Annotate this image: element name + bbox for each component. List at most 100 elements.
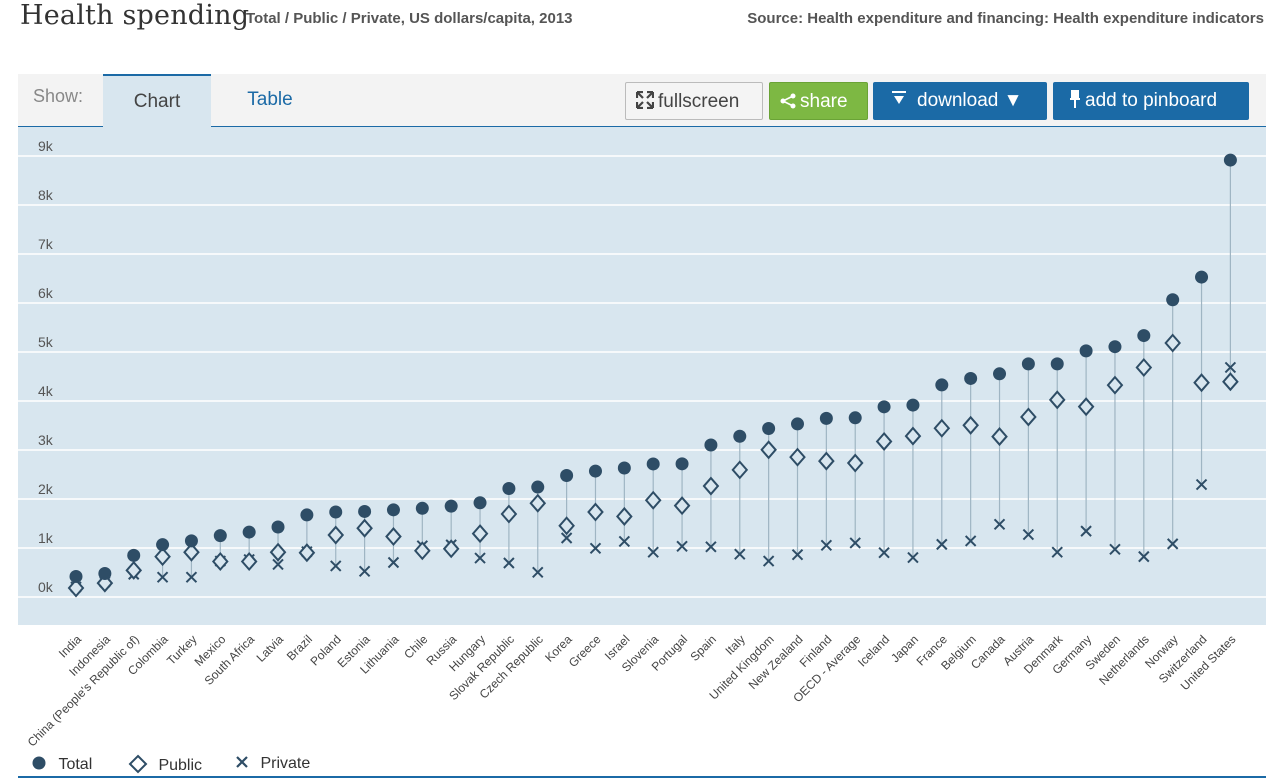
- private-point: [878, 546, 890, 559]
- private-point: [532, 566, 544, 579]
- total-point: [733, 429, 747, 443]
- fullscreen-label: fullscreen: [658, 91, 740, 112]
- public-point: [327, 525, 345, 545]
- public-point: [269, 542, 287, 562]
- public-point: [760, 440, 777, 460]
- private-point: [618, 535, 631, 548]
- private-point: [762, 555, 775, 567]
- private-point: [387, 556, 400, 569]
- public-point: [1164, 333, 1182, 353]
- public-point: [991, 427, 1008, 447]
- total-point: [791, 417, 804, 431]
- header: Health spending Total / Public / Private…: [0, 0, 1280, 40]
- public-point: [616, 506, 633, 526]
- legend-item-private[interactable]: Private: [234, 754, 310, 773]
- total-point: [819, 411, 833, 425]
- private-point: [647, 546, 659, 558]
- add-to-pinboard-button[interactable]: add to pinboard: [1053, 82, 1249, 120]
- pinboard-label: add to pinboard: [1085, 90, 1218, 111]
- total-point: [993, 367, 1007, 381]
- total-point: [617, 461, 631, 475]
- public-point: [183, 542, 200, 562]
- public-point: [471, 524, 489, 544]
- share-icon: [780, 83, 796, 121]
- private-point: [993, 518, 1006, 530]
- total-point: [1166, 293, 1180, 307]
- private-point: [1051, 546, 1063, 558]
- total-point: [560, 469, 574, 483]
- public-point: [1135, 357, 1153, 377]
- public-point: [702, 476, 720, 496]
- total-point: [704, 438, 718, 452]
- total-point: [1079, 344, 1093, 358]
- total-point: [935, 378, 949, 392]
- share-label: share: [800, 91, 848, 112]
- toolbar: Show: Chart Table fullscreen share downl…: [18, 74, 1266, 128]
- public-point: [933, 418, 951, 438]
- private-point: [1138, 550, 1150, 563]
- public-point: [558, 516, 575, 536]
- public-point: [385, 527, 402, 547]
- total-point: [329, 505, 343, 519]
- private-point: [1080, 525, 1092, 537]
- bottom-divider: [18, 776, 1266, 778]
- total-point: [762, 421, 776, 435]
- private-point: [964, 535, 977, 547]
- private-point: [474, 552, 486, 564]
- total-point: [473, 496, 487, 510]
- public-point: [125, 560, 143, 580]
- tab-chart[interactable]: Chart: [103, 74, 211, 128]
- total-point: [1050, 357, 1064, 371]
- public-point: [731, 460, 749, 480]
- legend-item-public[interactable]: Public: [128, 754, 202, 775]
- legend-item-total[interactable]: Total: [30, 754, 92, 774]
- share-button[interactable]: share: [769, 82, 868, 120]
- legend-total-marker-icon: [30, 756, 52, 773]
- total-point: [98, 567, 112, 581]
- public-point: [500, 504, 518, 524]
- total-point: [1223, 153, 1237, 167]
- public-point: [673, 496, 691, 516]
- total-point: [502, 482, 516, 496]
- plot-area: [18, 127, 1266, 625]
- private-point: [936, 538, 948, 551]
- public-point: [67, 578, 85, 598]
- x-tick-label: Spain: [687, 632, 719, 664]
- y-tick-label: 1k: [38, 530, 54, 546]
- tab-table[interactable]: Table: [247, 89, 293, 110]
- total-point: [386, 503, 400, 517]
- public-point: [356, 518, 373, 538]
- download-button[interactable]: download ▼: [873, 82, 1047, 120]
- pin-icon: [1069, 82, 1081, 120]
- public-point: [846, 453, 864, 473]
- public-point: [644, 490, 662, 510]
- private-point: [1224, 361, 1237, 374]
- private-point: [849, 537, 861, 549]
- private-point: [156, 571, 169, 583]
- private-point: [705, 541, 717, 553]
- total-point: [415, 501, 429, 515]
- public-point: [1222, 372, 1239, 392]
- total-point: [242, 525, 256, 539]
- public-point: [154, 547, 171, 567]
- private-point: [820, 539, 833, 552]
- private-point: [791, 548, 804, 561]
- source-text: Source: Health expenditure and financing…: [747, 10, 1264, 27]
- total-point: [213, 529, 227, 543]
- public-point: [1106, 375, 1124, 395]
- public-point: [962, 415, 979, 435]
- total-point: [184, 534, 198, 548]
- legend-private-marker-icon: [234, 755, 254, 772]
- y-tick-label: 6k: [38, 285, 54, 301]
- total-point: [646, 457, 660, 471]
- public-point: [1193, 373, 1210, 393]
- y-tick-label: 9k: [38, 138, 54, 154]
- public-point: [789, 447, 806, 467]
- private-point: [734, 548, 746, 560]
- total-point: [964, 371, 978, 385]
- y-tick-label: 2k: [38, 481, 54, 497]
- legend-public-marker-icon: [128, 754, 152, 774]
- legend-total-label: Total: [58, 756, 93, 773]
- private-point: [358, 565, 371, 578]
- fullscreen-button[interactable]: fullscreen: [625, 82, 763, 120]
